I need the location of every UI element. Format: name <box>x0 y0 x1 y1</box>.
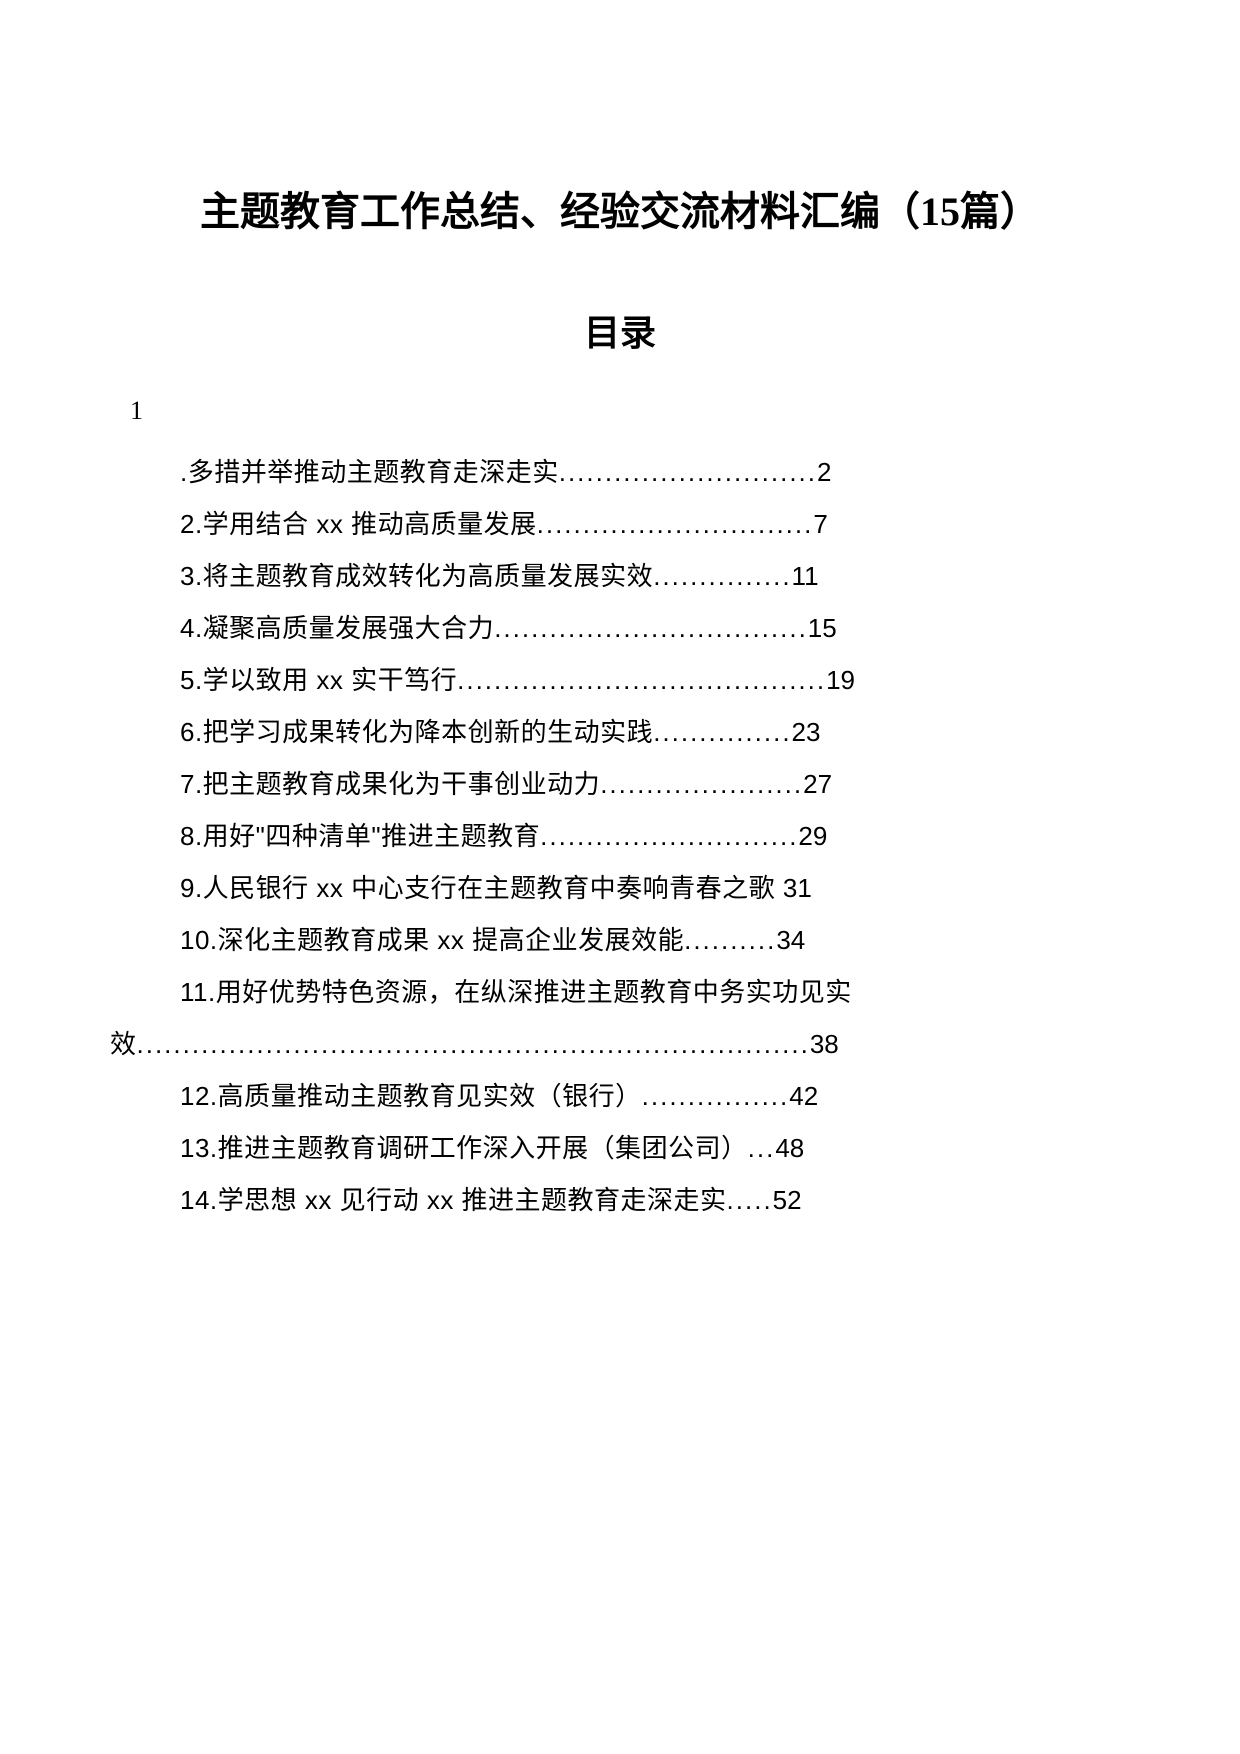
toc-page: 31 <box>783 873 812 903</box>
toc-page: 15 <box>808 613 837 643</box>
toc-dots: ................ <box>642 1081 790 1111</box>
toc-entry: 10.深化主题教育成果 xx 提高企业发展效能..........34 <box>180 914 1130 966</box>
toc-list: .多措并举推动主题教育走深走实.........................… <box>110 446 1130 966</box>
toc-entry-text: .多措并举推动主题教育走深走实 <box>180 457 559 487</box>
toc-entry-text: 7.把主题教育成果化为干事创业动力 <box>180 769 600 799</box>
toc-entry-text: 9.人民银行 xx 中心支行在主题教育中奏响青春之歌 <box>180 873 783 903</box>
toc-dots: ... <box>748 1133 776 1163</box>
toc-entry: 5.学以致用 xx 实干笃行..........................… <box>180 654 1130 706</box>
toc-entry: 2.学用结合 xx 推动高质量发展.......................… <box>180 498 1130 550</box>
toc-dots: .......... <box>684 925 776 955</box>
toc-entry-text: 13.推进主题教育调研工作深入开展（集团公司） <box>180 1133 748 1163</box>
toc-entry-text: 11.用好优势特色资源，在纵深推进主题教育中务实功见实 <box>180 977 852 1007</box>
toc-dots: .................................. <box>494 613 808 643</box>
toc-dots: ..... <box>727 1185 773 1215</box>
toc-entry-text: 4.凝聚高质量发展强大合力 <box>180 613 494 643</box>
toc-dots: .............................. <box>537 509 814 539</box>
toc-entry-text: 3.将主题教育成效转化为高质量发展实效 <box>180 561 653 591</box>
toc-entry-text: 14.学思想 xx 见行动 xx 推进主题教育走深走实 <box>180 1185 727 1215</box>
toc-page: 48 <box>775 1133 804 1163</box>
main-title: 主题教育工作总结、经验交流材料汇编（15篇） <box>110 180 1130 244</box>
toc-dots: ........................................ <box>457 665 826 695</box>
toc-page: 34 <box>776 925 805 955</box>
toc-entry-text: 10.深化主题教育成果 xx 提高企业发展效能 <box>180 925 684 955</box>
toc-entry-text: 2.学用结合 xx 推动高质量发展 <box>180 509 537 539</box>
toc-dots: ............... <box>653 717 791 747</box>
toc-entry: 7.把主题教育成果化为干事创业动力......................2… <box>180 758 1130 810</box>
toc-entry: 14.学思想 xx 见行动 xx 推进主题教育走深走实.....52 <box>180 1174 1130 1226</box>
toc-page: 23 <box>792 717 821 747</box>
toc-page: 38 <box>810 1029 839 1059</box>
toc-entry-text: 6.把学习成果转化为降本创新的生动实践 <box>180 717 653 747</box>
toc-entry: 12.高质量推动主题教育见实效（银行）................42 <box>180 1070 1130 1122</box>
toc-entry-wrap: 11.用好优势特色资源，在纵深推进主题教育中务实功见实 效...........… <box>110 966 1130 1070</box>
toc-page: 2 <box>817 457 831 487</box>
toc-page: 19 <box>826 665 855 695</box>
toc-entry: .多措并举推动主题教育走深走实.........................… <box>180 446 1130 498</box>
toc-title: 目录 <box>110 304 1130 356</box>
toc-entry-text-cont: 效 <box>110 1029 137 1059</box>
toc-entry: 8.用好"四种清单"推进主题教育........................… <box>180 810 1130 862</box>
toc-entry-text: 8.用好"四种清单"推进主题教育 <box>180 821 540 851</box>
toc-page: 52 <box>773 1185 802 1215</box>
section-number: 1 <box>130 396 1130 426</box>
toc-entry-text: 5.学以致用 xx 实干笃行 <box>180 665 457 695</box>
toc-dots: ............................ <box>559 457 817 487</box>
toc-entry: 6.把学习成果转化为降本创新的生动实践...............23 <box>180 706 1130 758</box>
toc-page: 42 <box>789 1081 818 1111</box>
toc-dots: ...................... <box>600 769 803 799</box>
toc-page: 7 <box>813 509 827 539</box>
toc-page: 11 <box>792 561 819 591</box>
toc-dots: ............... <box>653 561 791 591</box>
toc-dots: ............................ <box>540 821 798 851</box>
toc-page: 29 <box>798 821 827 851</box>
toc-dots: ........................................… <box>137 1029 810 1059</box>
toc-entry: 4.凝聚高质量发展强大合力...........................… <box>180 602 1130 654</box>
toc-entry-text: 12.高质量推动主题教育见实效（银行） <box>180 1081 642 1111</box>
toc-list: 12.高质量推动主题教育见实效（银行）................4213.… <box>110 1070 1130 1226</box>
toc-page: 27 <box>803 769 832 799</box>
toc-entry: 13.推进主题教育调研工作深入开展（集团公司）...48 <box>180 1122 1130 1174</box>
toc-entry: 3.将主题教育成效转化为高质量发展实效...............11 <box>180 550 1130 602</box>
toc-entry: 9.人民银行 xx 中心支行在主题教育中奏响青春之歌 31 <box>180 862 1130 914</box>
